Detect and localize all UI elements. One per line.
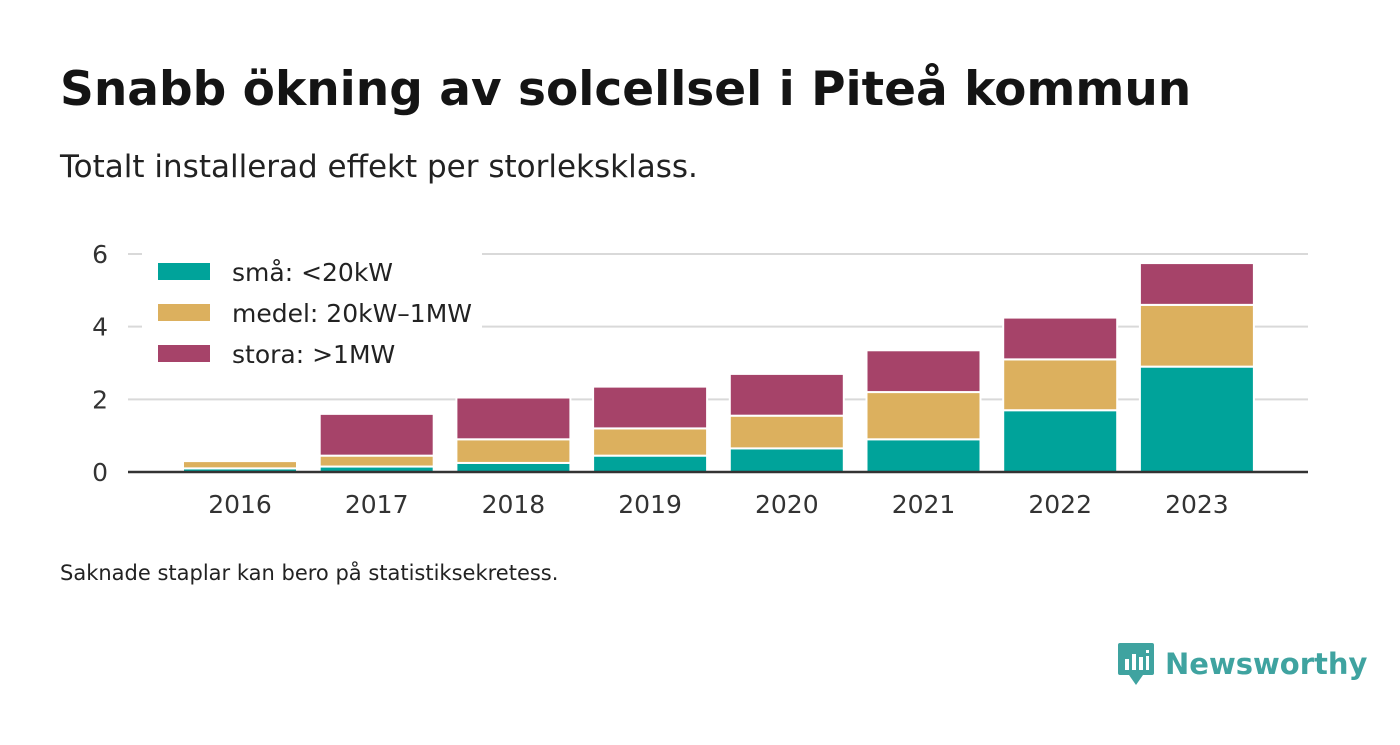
bar-segment	[318, 412, 435, 457]
bar-segment	[455, 438, 572, 464]
y-tick-label: 4	[92, 313, 108, 342]
x-tick-label: 2018	[482, 490, 546, 519]
y-tick-label: 2	[92, 385, 108, 414]
bar-segment	[182, 460, 298, 470]
bar-segment	[865, 349, 982, 394]
chart-title: Snabb ökning av solcellsel i Piteå kommu…	[60, 62, 1192, 117]
y-tick-label: 0	[92, 458, 108, 487]
bars	[182, 262, 1255, 474]
legend-label: små: <20kW	[232, 258, 393, 287]
bar-segment	[728, 414, 845, 450]
bar-segment	[455, 461, 572, 474]
bar-segment	[1002, 409, 1119, 474]
bar-segment	[1002, 316, 1119, 361]
chart-subtitle: Totalt installerad effekt per storlekskl…	[60, 149, 698, 185]
bar-segment	[1138, 365, 1255, 473]
bar-segment	[592, 427, 709, 457]
legend-swatch	[158, 263, 210, 280]
bar-segment	[592, 454, 709, 473]
x-tick-label: 2016	[208, 490, 272, 519]
legend-swatch	[158, 304, 210, 321]
y-axis-ticks: 0 2 4 6	[92, 240, 108, 487]
x-tick-label: 2020	[755, 490, 819, 519]
bar-segment	[1138, 303, 1255, 368]
bar-segment	[1002, 358, 1119, 412]
bar-segment	[318, 454, 435, 468]
newsworthy-logo-icon	[1118, 643, 1154, 685]
x-axis: 2016 2017 2018 2019 2020 2021 2022 2023	[128, 470, 1308, 519]
bar-segment	[865, 438, 982, 474]
legend: små: <20kW medel: 20kW–1MW stora: >1MW	[142, 252, 482, 378]
bar-segment	[865, 391, 982, 441]
x-tick-label: 2021	[892, 490, 956, 519]
footnote: Saknade staplar kan bero på statistiksek…	[60, 561, 559, 585]
legend-swatch	[158, 345, 210, 362]
x-tick-label: 2019	[618, 490, 682, 519]
x-tick-label: 2017	[345, 490, 409, 519]
legend-label: stora: >1MW	[232, 340, 395, 369]
legend-label: medel: 20kW–1MW	[232, 299, 472, 328]
brand-logo: Newsworthy	[1117, 640, 1367, 688]
x-tick-label: 2022	[1028, 490, 1092, 519]
x-tick-label: 2023	[1165, 490, 1229, 519]
bar-segment	[1138, 262, 1255, 306]
bar-segment	[592, 385, 709, 430]
bar-segment	[455, 396, 572, 441]
bar-segment	[728, 372, 845, 417]
brand-name: Newsworthy	[1165, 647, 1368, 681]
bar-segment	[728, 447, 845, 473]
stacked-bar-chart: 0 2 4 6 2016 2017 2018 2019 2020 2021 2022 2023 sm…	[92, 240, 1308, 519]
y-tick-label: 6	[92, 240, 108, 269]
